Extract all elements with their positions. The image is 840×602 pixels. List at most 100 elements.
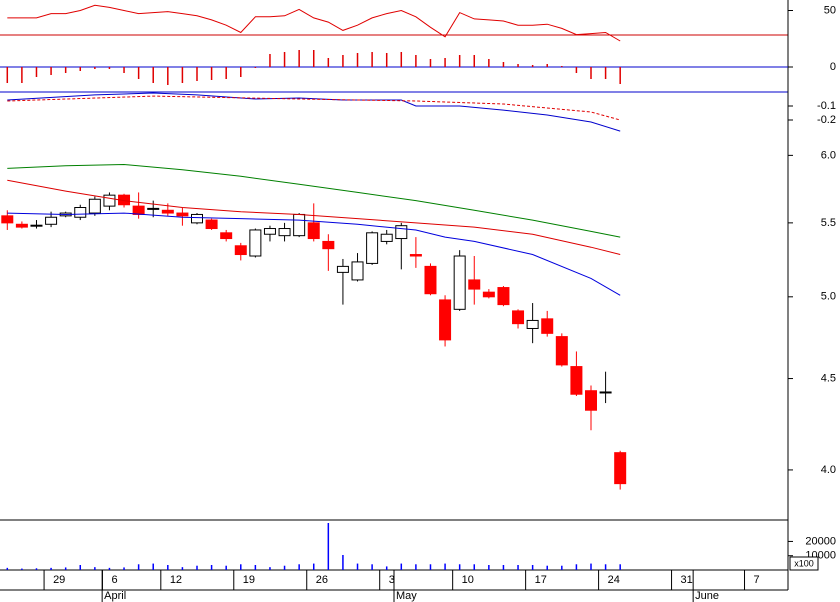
bar [619,564,621,570]
candle-body [205,219,218,230]
candle-body [161,209,174,214]
candle-body [512,310,525,325]
y-tick-label: 0 [830,61,836,73]
x-tick-label: 26 [316,574,328,586]
bar [415,564,417,570]
y-tick-label: -0.2 [817,114,836,126]
month-label: April [104,590,126,602]
bar [196,67,198,81]
candle-body [176,212,189,217]
candle-body [614,452,627,485]
bar [108,567,111,570]
y-tick-label: 50 [824,4,836,16]
bar [531,65,534,67]
candle-body [88,198,101,214]
candle-body [439,299,452,341]
candle-body [307,222,320,240]
bar [604,564,607,570]
bar [473,564,476,570]
bar [444,563,446,570]
bar [517,64,519,67]
y-tick-label: 4.5 [821,372,836,384]
bar [400,52,403,67]
candle-body [1,215,14,224]
bar [210,565,213,570]
x-tick-label: 10 [462,574,474,586]
candle-body [132,205,145,215]
bar [356,53,359,67]
candle-body [336,265,349,273]
candle-body [249,229,262,257]
bar [240,564,242,570]
candle-body [351,261,364,281]
bar [225,565,227,570]
x-tick-label: 12 [170,574,182,586]
bar [181,67,184,83]
bar [167,565,169,570]
month-label: May [396,590,417,602]
candle-body [468,279,481,290]
bar [152,67,154,83]
x-tick-label: 7 [754,574,760,586]
candle-body [380,233,393,242]
bar [167,67,169,85]
x-tick-label: 3 [389,574,395,586]
line-series [7,4,621,42]
candle-body [263,228,276,235]
candle-body [191,213,203,224]
bar [371,564,373,570]
y-tick-label: 5.0 [821,291,836,303]
candle-body [453,255,466,310]
bar [342,555,344,570]
bar [502,565,505,570]
bar [444,58,446,67]
candle-body [74,207,87,218]
y-tick-label: 6.0 [821,149,836,161]
x-tick-label: 17 [535,574,547,586]
bar [385,566,388,570]
bar [79,67,82,71]
bar [108,67,111,69]
bar [283,565,286,570]
x-tick-label: 29 [53,574,65,586]
line-series [7,92,621,132]
bar [546,565,548,570]
bar [458,564,461,570]
candle-body [526,319,539,329]
bar [298,50,300,67]
candle-body [570,366,583,395]
bar [94,67,96,69]
bar [488,565,490,570]
bar [50,567,52,570]
bar [21,67,23,83]
bar [269,567,271,570]
line-series [7,163,621,238]
month-label: June [695,590,719,602]
bar [196,565,198,570]
bar [546,64,548,67]
bar [210,67,213,80]
candle-body [482,291,495,298]
y-tick-label: -0.1 [817,100,836,112]
candle-body [45,216,58,225]
line-series [7,95,621,121]
bar [269,54,271,67]
bar [327,523,330,570]
bar [6,67,9,83]
candle-body [220,232,233,240]
candle-body [555,336,568,366]
x-tick-label: 31 [681,574,693,586]
bar [415,55,417,67]
bar [35,67,38,77]
bar [6,567,9,570]
y-tick-label: 20000 [805,535,836,547]
bar [590,563,592,570]
bar [137,67,140,79]
bar [64,567,67,570]
x-tick-label: 6 [111,574,117,586]
candle-body [424,265,437,295]
candle-body [234,245,247,256]
bar [488,59,490,67]
candle-body [293,213,306,237]
bar [254,565,257,570]
